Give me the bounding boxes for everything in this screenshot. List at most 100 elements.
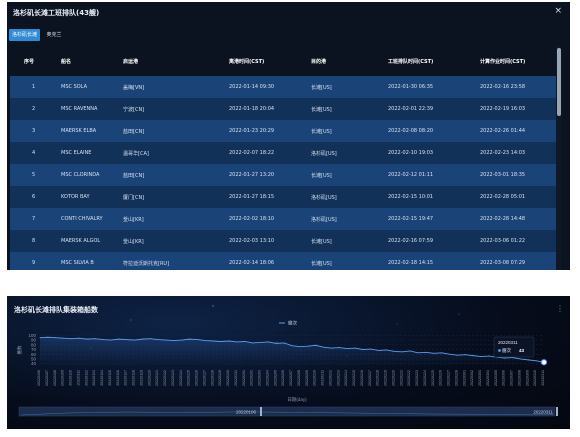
cell-origin: 符拉迪沃斯托克[RU] <box>123 261 170 267</box>
cell-departure: 2022-01-27 18:15 <box>229 194 275 200</box>
x-tick-label: 20220120 <box>147 370 151 386</box>
y-tick-label: 60 <box>31 352 37 357</box>
header-col-index: 序号 <box>24 59 35 65</box>
cell-queue-time: 2022-02-12 01:11 <box>388 172 434 178</box>
x-tick-label: 20220108 <box>53 370 57 386</box>
x-tick-label: 20220227 <box>447 370 451 386</box>
x-tick-label: 20220207 <box>289 370 293 386</box>
table-row[interactable]: 9 MSC SILVIA B 符拉迪沃斯托克[RU] 2022-02-14 18:06… <box>10 252 556 270</box>
data-point <box>55 337 57 339</box>
cell-vessel: MSC CLORINDA <box>61 172 100 178</box>
x-tick-label: 20220305 <box>494 370 498 386</box>
data-point <box>299 346 301 348</box>
x-tick-label: 20220311 <box>541 370 545 386</box>
tab-los-angeles-long-beach[interactable]: 洛杉矶长滩 <box>9 29 40 41</box>
data-point <box>118 338 120 340</box>
table-row[interactable]: 2 MSC RAVENNA 宁波[CN] 2022-01-18 20:04 长滩[US]… <box>10 98 556 120</box>
modal-title: 洛杉矶长滩工班排队(43艘) <box>13 9 100 17</box>
x-tick-label: 20220225 <box>431 370 435 386</box>
cell-origin: 盐田[CN] <box>123 173 145 179</box>
x-tick-label: 20220224 <box>423 370 427 386</box>
cell-origin: 宁波[CN] <box>123 107 145 113</box>
x-tick-label: 20220215 <box>352 370 356 386</box>
table-row[interactable]: 5 MSC CLORINDA 盐田[CN] 2022-01-27 13:20 长滩[US… <box>10 164 556 186</box>
data-point <box>386 349 387 351</box>
y-tick-label: 40 <box>31 361 37 366</box>
x-axis-label: 日期(day) <box>287 397 307 403</box>
y-tick-label: 100 <box>28 333 36 338</box>
x-tick-label: 20220226 <box>439 370 443 386</box>
cell-queue-time: 2022-02-18 14:15 <box>388 260 434 266</box>
cell-queue-time: 2022-02-16 07:59 <box>388 238 434 244</box>
x-tick-label: 20220201 <box>242 370 246 386</box>
data-point <box>228 340 230 342</box>
table-row[interactable]: 1 MSC SOLA 盖梅[VN] 2022-01-14 09:30 长滩[US] 202… <box>10 76 556 98</box>
cell-departure: 2022-02-03 13:10 <box>229 238 275 244</box>
data-point <box>512 357 513 358</box>
y-tick-label: 50 <box>31 357 37 362</box>
tooltip-series-label: 艘次 <box>502 347 511 354</box>
highlight-point <box>540 359 548 366</box>
table-header: 序号 船名 启运港 离港时间(CST) 目的港 工班排队时间(CST) 计算作业时间(CST… <box>10 46 556 76</box>
cell-index: 5 <box>32 172 36 178</box>
cell-index: 4 <box>32 150 36 156</box>
table-row[interactable]: 3 MAERSK ELBA 盐田[CN] 2022-01-23 20:29 长滩[US]… <box>10 120 556 142</box>
data-point <box>283 342 285 344</box>
cell-departure: 2022-01-14 09:30 <box>229 84 275 90</box>
cell-destination: 长滩[US] <box>311 261 332 267</box>
vessel-queue-modal: 洛杉矶长滩工班排队(43艘) × 洛杉矶长滩 奥克兰 序号 船名 启运港 离港时间(C… <box>7 2 570 270</box>
table-row[interactable]: 4 MSC ELAINE 温哥华[CA] 2022-02-07 18:22 洛杉矶[US… <box>10 142 556 164</box>
x-tick-label: 20220221 <box>399 370 403 386</box>
x-tick-label: 20220128 <box>210 370 214 386</box>
data-point <box>126 339 128 341</box>
data-point <box>330 347 332 349</box>
more-vertical-icon[interactable]: ⋮ <box>556 304 564 313</box>
x-tick-label: 20220202 <box>250 370 254 386</box>
zoom-end-label: 20220311 <box>533 410 553 415</box>
close-icon[interactable]: × <box>554 6 562 16</box>
cell-work-time: 2022-02-16 23:58 <box>480 84 526 90</box>
table-scrollbar[interactable] <box>556 46 561 270</box>
data-point <box>527 359 529 361</box>
data-point <box>354 347 356 349</box>
x-tick-label: 20220131 <box>234 370 238 386</box>
data-point <box>212 340 214 342</box>
cell-destination: 洛杉矶[US] <box>311 217 337 223</box>
cell-work-time: 2022-02-26 01:44 <box>480 128 526 134</box>
x-tick-label: 20220117 <box>124 370 128 386</box>
x-tick-label: 20220116 <box>116 370 120 386</box>
cell-origin: 釜山[KR] <box>123 239 144 245</box>
data-point <box>401 351 403 353</box>
data-point <box>267 341 269 343</box>
x-tick-label: 20220228 <box>454 370 458 386</box>
table-row[interactable]: 7 CONTI CHIVALRY 釜山[KR] 2022-02-02 18:10 洛杉矶… <box>10 208 556 230</box>
x-tick-label: 20220129 <box>218 370 222 386</box>
table-row[interactable]: 6 KOTOR BAY 厦门[CN] 2022-01-27 18:15 洛杉矶[US] 2… <box>10 186 556 208</box>
data-point <box>275 342 277 344</box>
table-row[interactable]: 8 MAERSK ALGOL 釜山[KR] 2022-02-03 13:10 长滩[US… <box>10 230 556 252</box>
x-tick-label: 20220203 <box>258 370 262 386</box>
data-point <box>173 340 175 341</box>
cell-destination: 洛杉矶[US] <box>311 195 337 201</box>
data-point <box>441 352 443 354</box>
data-point <box>63 337 65 339</box>
cell-work-time: 2022-02-23 14:03 <box>480 150 526 156</box>
data-point <box>449 353 450 355</box>
cell-vessel: MSC SOLA <box>61 84 87 90</box>
data-point <box>94 338 96 340</box>
header-col-origin: 启运港 <box>123 59 139 65</box>
cell-vessel: MSC RAVENNA <box>61 106 98 112</box>
cell-destination: 长滩[US] <box>311 173 332 179</box>
cell-destination: 长滩[US] <box>311 107 332 113</box>
x-tick-label: 20220109 <box>61 370 65 386</box>
scrollbar-thumb[interactable] <box>556 48 561 116</box>
x-tick-label: 20220301 <box>462 370 466 386</box>
data-point <box>535 360 537 362</box>
data-point <box>480 356 482 358</box>
x-tick-label: 20220121 <box>155 370 159 386</box>
cell-work-time: 2022-02-28 05:01 <box>480 194 526 200</box>
cell-index: 1 <box>32 84 36 90</box>
legend-label: 艘次 <box>288 320 297 327</box>
tab-oakland[interactable]: 奥克兰 <box>46 32 62 38</box>
data-point <box>393 350 395 352</box>
